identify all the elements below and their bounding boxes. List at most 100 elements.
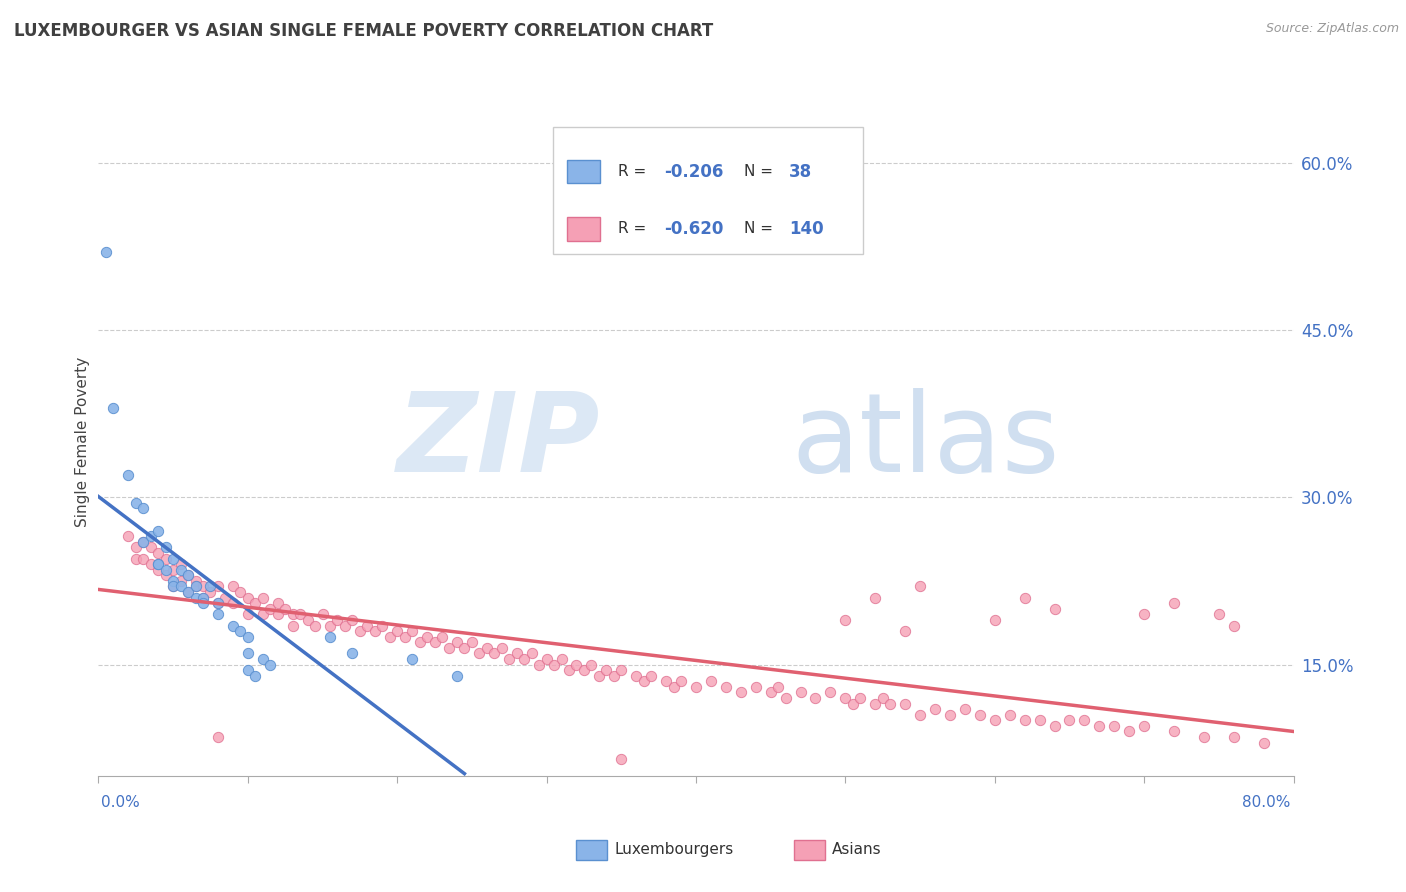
Point — [1133, 719, 1156, 733]
Point — [191, 591, 214, 605]
Text: 80.0%: 80.0% — [1243, 796, 1291, 810]
Point — [894, 697, 917, 711]
Point — [446, 669, 468, 683]
Point — [162, 580, 184, 594]
Point — [998, 707, 1021, 722]
Point — [550, 652, 572, 666]
Point — [155, 551, 177, 566]
Point — [669, 674, 692, 689]
Point — [214, 591, 236, 605]
Point — [378, 630, 401, 644]
Point — [125, 496, 148, 510]
Point — [1118, 724, 1140, 739]
Point — [267, 596, 290, 610]
Text: 140: 140 — [789, 219, 824, 238]
Point — [155, 563, 177, 577]
Point — [245, 669, 267, 683]
Point — [394, 630, 416, 644]
Point — [139, 541, 162, 555]
Point — [364, 624, 387, 639]
Point — [1059, 714, 1081, 728]
Point — [1163, 596, 1185, 610]
Point — [155, 541, 177, 555]
Point — [319, 630, 342, 644]
Point — [177, 568, 200, 582]
Point — [148, 557, 170, 572]
Point — [408, 635, 430, 649]
Point — [588, 669, 610, 683]
Point — [969, 707, 991, 722]
Point — [804, 690, 827, 705]
Point — [572, 663, 595, 677]
Point — [430, 630, 453, 644]
Point — [236, 630, 259, 644]
Point — [177, 585, 200, 599]
Point — [252, 607, 274, 622]
Point — [655, 674, 678, 689]
Point — [207, 580, 229, 594]
Point — [789, 685, 811, 699]
Point — [1043, 719, 1066, 733]
Point — [1073, 714, 1095, 728]
Point — [939, 707, 962, 722]
Point — [245, 596, 267, 610]
Point — [1028, 714, 1050, 728]
Point — [461, 635, 484, 649]
Point — [177, 568, 200, 582]
Point — [288, 607, 311, 622]
Point — [252, 652, 274, 666]
Point — [527, 657, 550, 672]
Point — [984, 714, 1007, 728]
Point — [125, 551, 148, 566]
Point — [401, 624, 423, 639]
Point — [274, 602, 297, 616]
Text: 0.0%: 0.0% — [101, 796, 141, 810]
Point — [281, 607, 304, 622]
Point — [267, 607, 290, 622]
Point — [662, 680, 685, 694]
Point — [117, 467, 139, 482]
Point — [1043, 602, 1066, 616]
Point — [1223, 730, 1246, 744]
Point — [700, 674, 723, 689]
Point — [148, 557, 170, 572]
Point — [222, 618, 245, 632]
Point — [626, 669, 648, 683]
Point — [401, 652, 423, 666]
Point — [849, 690, 872, 705]
Point — [117, 529, 139, 543]
Point — [207, 730, 229, 744]
Bar — [553, 127, 863, 254]
Text: -0.620: -0.620 — [664, 219, 723, 238]
Point — [259, 657, 281, 672]
Point — [326, 613, 349, 627]
Point — [281, 618, 304, 632]
Point — [468, 646, 491, 660]
Point — [730, 685, 752, 699]
Point — [200, 585, 222, 599]
Point — [342, 646, 364, 660]
Y-axis label: Single Female Poverty: Single Female Poverty — [75, 357, 90, 526]
Point — [759, 685, 782, 699]
Point — [222, 580, 245, 594]
Point — [908, 580, 931, 594]
Point — [475, 640, 498, 655]
Point — [439, 640, 461, 655]
Point — [191, 596, 214, 610]
Point — [520, 646, 543, 660]
Point — [865, 697, 887, 711]
Point — [191, 591, 214, 605]
Point — [236, 591, 259, 605]
Text: Source: ZipAtlas.com: Source: ZipAtlas.com — [1265, 22, 1399, 36]
Point — [139, 529, 162, 543]
Point — [333, 618, 356, 632]
Point — [184, 580, 207, 594]
Point — [558, 663, 581, 677]
Point — [1163, 724, 1185, 739]
Point — [603, 669, 626, 683]
Point — [371, 618, 394, 632]
Text: Asians: Asians — [832, 842, 882, 856]
Point — [745, 680, 768, 694]
Text: -0.206: -0.206 — [664, 162, 723, 180]
Point — [148, 546, 170, 560]
